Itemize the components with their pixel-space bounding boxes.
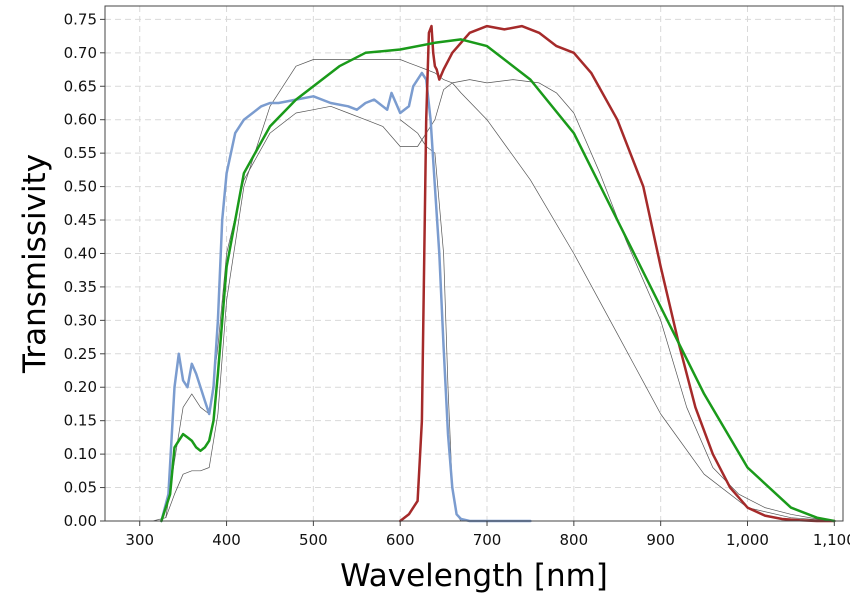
y-tick-label: 0.60 bbox=[64, 111, 97, 129]
x-tick-label: 800 bbox=[560, 531, 589, 549]
series-line-gray-thin-b bbox=[165, 79, 835, 522]
series-line-blue bbox=[160, 71, 532, 523]
y-tick-label: 0.05 bbox=[64, 479, 97, 497]
series-line-red bbox=[398, 24, 836, 523]
y-tick-label: 0.30 bbox=[64, 311, 97, 329]
series-layer bbox=[152, 24, 836, 523]
x-tick-label: 400 bbox=[212, 531, 241, 549]
y-tick-label: 0.35 bbox=[64, 278, 97, 296]
x-tick-label: 500 bbox=[299, 531, 328, 549]
y-tick-label: 0.75 bbox=[64, 10, 97, 28]
y-axis-title: Transmissivity bbox=[17, 154, 53, 374]
x-tick-label: 1,100 bbox=[813, 531, 850, 549]
plot-frame bbox=[104, 5, 844, 522]
y-tick-label: 0.40 bbox=[64, 244, 97, 262]
y-tick-label: 0.45 bbox=[64, 211, 97, 229]
x-axis-title: Wavelength [nm] bbox=[340, 558, 608, 594]
x-tick-label: 1,000 bbox=[726, 531, 769, 549]
y-tick-label: 0.25 bbox=[64, 345, 97, 363]
x-tick-label: 900 bbox=[646, 531, 675, 549]
y-tick-label: 0.20 bbox=[64, 378, 97, 396]
y-tick-label: 0.10 bbox=[64, 445, 97, 463]
x-tick-label: 700 bbox=[473, 531, 502, 549]
x-axis: 300 400 500 600 700 800 900 1,000 1,100 bbox=[125, 521, 850, 549]
y-tick-label: 0.00 bbox=[64, 512, 97, 530]
series-line-gray-thin-a bbox=[152, 59, 835, 522]
y-tick-label: 0.55 bbox=[64, 144, 97, 162]
series-line-green bbox=[160, 38, 836, 523]
y-axis: 0.00 0.05 0.10 0.15 0.20 0.25 0.30 0.35 0.40 0.45… bbox=[64, 10, 105, 530]
y-tick-label: 0.15 bbox=[64, 412, 97, 430]
y-tick-label: 0.50 bbox=[64, 178, 97, 196]
x-tick-label: 300 bbox=[125, 531, 154, 549]
x-tick-label: 600 bbox=[386, 531, 415, 549]
y-tick-label: 0.70 bbox=[64, 44, 97, 62]
y-tick-label: 0.65 bbox=[64, 77, 97, 95]
